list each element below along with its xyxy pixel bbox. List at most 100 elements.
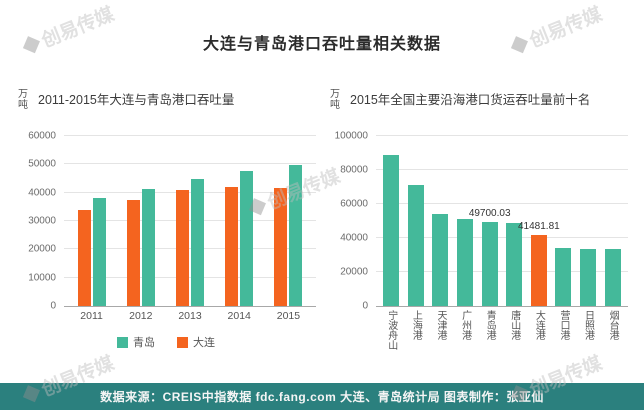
bar-groups [64,136,316,306]
gridline [376,237,628,238]
bar-data-label: 41481.81 [518,221,560,233]
gridline [64,276,316,278]
legend-item: 青岛 [117,334,155,350]
bar [407,184,424,306]
bar-group [551,136,576,306]
y-tick-label: 20000 [28,243,56,255]
legend-swatch [177,336,188,348]
x-axis-label-text: 唐山港 [508,310,520,340]
x-axis-label-text: 大连港 [533,310,545,340]
bar [225,187,239,306]
bar-group [404,136,429,306]
footer-bar: 数据来源：CREIS中指数据 fdc.fang.com 大连、青岛统计局 图表制… [0,383,644,410]
gridline [64,248,316,250]
gridline [376,135,628,136]
x-axis-label: 上海港 [404,310,429,353]
chart-top10-ports: 万吨 2015年全国主要沿海港口货运吞吐量前十名 0 20000 40000 6000… [322,88,634,353]
bar-group [502,136,527,306]
bar [176,190,189,306]
x-axis: 宁波舟山 上海港 天津港 广州港 青岛港 唐山港 大连港 营口港 日照港 烟台港 [376,310,628,353]
x-axis-label: 2013 [165,310,214,322]
gridline [376,203,628,204]
bar-group [379,136,404,306]
x-axis-label: 宁波舟山 [379,310,404,353]
bar [274,188,288,306]
bar [240,171,254,306]
y-tick-label: 20000 [340,266,368,278]
y-tick-label: 10000 [28,272,56,284]
bar [92,198,106,306]
x-axis-label-text: 2015 [276,310,301,322]
x-axis-label-text: 2013 [178,310,202,322]
y-tick-label: 50000 [28,158,56,170]
x-axis-label: 2012 [116,310,165,322]
bar: 41481.81 [518,221,560,306]
x-axis-label-text: 天津港 [434,310,446,340]
legend: 青岛 大连 [16,334,316,350]
y-tick-label: 40000 [340,232,368,244]
charts-row: 万吨 2011-2015年大连与青岛港口吞吐量 0 10000 20000 30000… [10,88,634,353]
x-axis-label-text: 宁波舟山 [385,310,397,350]
bar-group [165,136,214,306]
chart-header: 万吨 2011-2015年大连与青岛港口吞吐量 [16,88,316,114]
gridline [64,135,316,136]
bar-group [116,136,165,306]
bar [126,200,140,306]
y-axis: 0 20000 40000 60000 80000 100000 [328,131,376,312]
bar-group: 41481.81 [518,136,560,306]
y-axis: 0 10000 20000 30000 40000 50000 60000 [16,131,64,312]
legend-label: 大连 [193,337,215,349]
x-axis-label: 大连港 [527,310,552,353]
legend-label: 青岛 [133,337,155,349]
legend-item: 大连 [177,334,215,350]
chart-dalian-qingdao-trend: 万吨 2011-2015年大连与青岛港口吞吐量 0 10000 20000 30000… [10,88,322,353]
bar-group [576,136,601,306]
gridline [64,220,316,221]
bar [580,248,597,306]
y-tick-label: 60000 [340,198,368,210]
x-axis-label: 广州港 [453,310,478,353]
x-axis-label-text: 营口港 [557,310,569,340]
bar-group: 49700.03 [469,136,511,306]
x-axis-label-text: 烟台港 [607,310,619,340]
x-axis-label: 青岛港 [477,310,502,353]
bar [383,154,400,306]
x-axis-label: 天津港 [428,310,453,353]
x-axis: 2011 2012 2013 2014 2015 [64,310,316,322]
y-axis-unit: 万吨 [18,89,28,111]
y-tick-label: 40000 [28,187,56,199]
x-axis-label-text: 2014 [227,310,251,322]
bar-groups: 49700.03 41481.81 [376,136,628,306]
x-axis-label-text: 广州港 [459,310,471,340]
x-axis-label-text: 上海港 [410,310,422,340]
chart-title: 2015年全国主要沿海港口货运吞吐量前十名 [350,93,591,107]
bar [77,210,91,306]
y-tick-label: 80000 [340,164,368,176]
page-title: 大连与青岛港口吞吐量相关数据 [202,36,441,53]
bar [457,219,474,306]
y-tick-label: 30000 [28,215,56,227]
y-tick-label: 100000 [334,130,368,142]
y-tick-label: 60000 [28,130,56,142]
x-axis-label: 营口港 [551,310,576,353]
x-axis-label-text: 2011 [80,310,103,322]
bar-group [600,136,625,306]
plot-area: 49700.03 41481.81 [376,135,628,307]
bar [191,178,204,306]
bar-group [428,136,453,306]
x-axis-label-text: 日照港 [582,310,594,340]
bar [506,222,523,306]
bar-group [453,136,478,306]
x-axis-label: 2014 [215,310,264,322]
plot-wrap: 0 20000 40000 60000 80000 100000 49700.03 4148… [328,131,628,312]
x-axis-label: 烟台港 [600,310,625,353]
plot-area [64,135,316,307]
bar [555,248,572,306]
bar [432,214,449,306]
legend-swatch [117,336,128,348]
footer-text: 数据来源：CREIS中指数据 fdc.fang.com 大连、青岛统计局 图表制… [100,390,544,404]
bar [289,165,303,306]
bar-group [67,136,116,306]
x-axis-label-text: 2012 [129,310,153,322]
chart-title: 2011-2015年大连与青岛港口吞吐量 [38,93,235,107]
